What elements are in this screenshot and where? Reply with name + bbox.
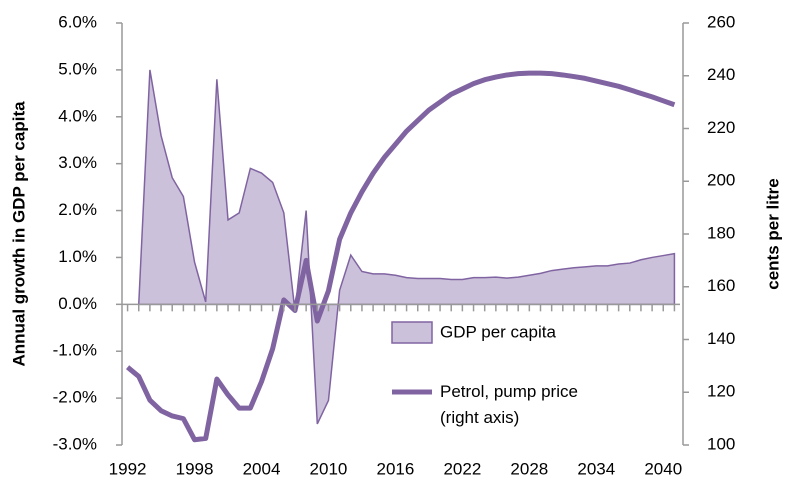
x-tick-label: 2034 <box>577 459 615 478</box>
y2-tick-label: 260 <box>707 12 735 31</box>
y2-tick-label: 100 <box>707 434 735 453</box>
line <box>125 70 676 443</box>
x-tick-label: 2040 <box>644 459 682 478</box>
y2-tick-label: 200 <box>707 171 735 190</box>
y-tick-label: 4.0% <box>58 106 97 125</box>
x-tick-label: 2028 <box>510 459 548 478</box>
y2-tick-label: 240 <box>707 65 735 84</box>
x-tick-label: 1992 <box>109 459 147 478</box>
y-tick-label: 5.0% <box>58 59 97 78</box>
y-tick-label: 1.0% <box>58 247 97 266</box>
x-tick-label: 1998 <box>176 459 214 478</box>
y2-tick-label: 220 <box>707 118 735 137</box>
y-tick-label: -3.0% <box>53 434 97 453</box>
x-tick-label: 2010 <box>310 459 348 478</box>
y-tick-label: 3.0% <box>58 153 97 172</box>
legend-label: GDP per capita <box>440 322 556 341</box>
y-tick-label: -1.0% <box>53 341 97 360</box>
y-tick-label: -2.0% <box>53 388 97 407</box>
y2-tick-label: 120 <box>707 382 735 401</box>
y2-tick-label: 160 <box>707 276 735 295</box>
x-tick-label: 2022 <box>443 459 481 478</box>
y2-axis-title: cents per litre <box>763 178 782 290</box>
y-tick-label: 6.0% <box>58 12 97 31</box>
x-tick-label: 2016 <box>377 459 415 478</box>
y-axis-title: Annual growth in GDP per capita <box>9 101 28 367</box>
y-tick-label: 2.0% <box>58 200 97 219</box>
legend-label: Petrol, pump price (right axis) <box>440 382 578 427</box>
legend-swatch-area <box>391 321 433 344</box>
x-tick-label: 2004 <box>243 459 281 478</box>
area <box>137 69 676 425</box>
y2-tick-label: 140 <box>707 329 735 348</box>
y2-tick-label: 180 <box>707 223 735 242</box>
y-tick-label: 0.0% <box>58 294 97 313</box>
